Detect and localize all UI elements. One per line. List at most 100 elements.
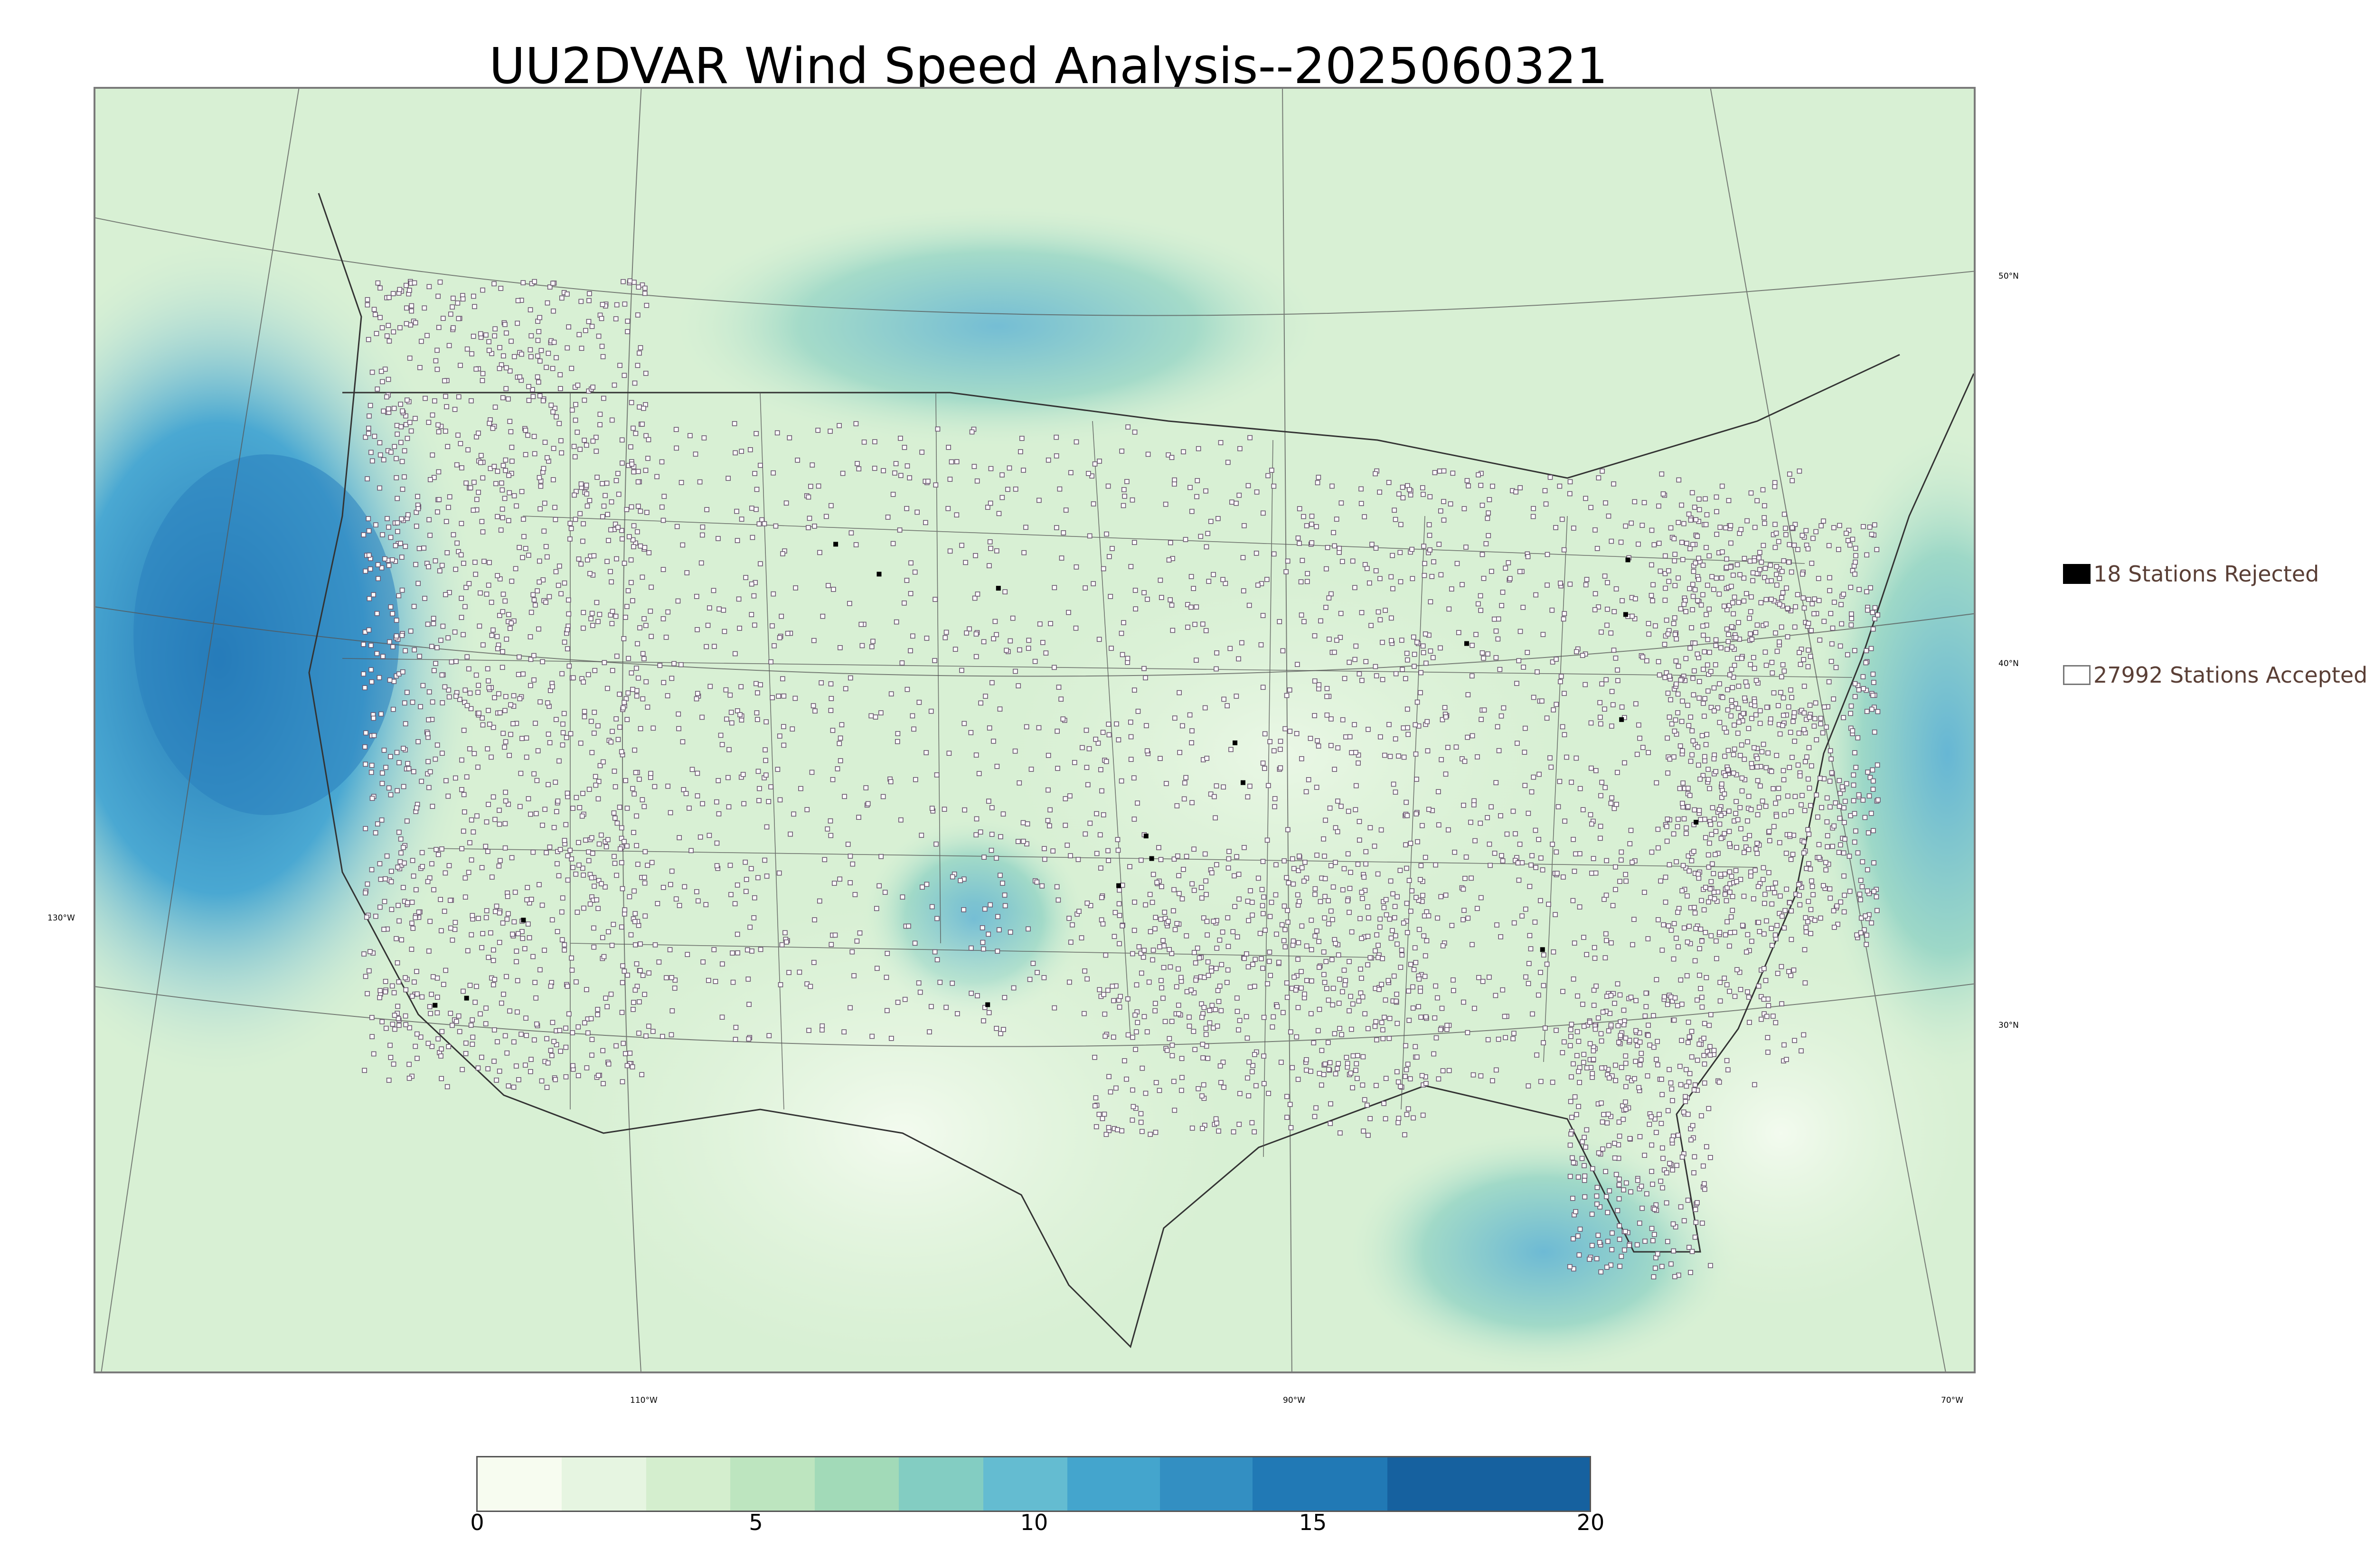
accepted-station-marker (973, 832, 979, 837)
accepted-station-marker (1814, 737, 1819, 742)
accepted-station-marker (572, 492, 577, 498)
accepted-station-marker (1698, 986, 1703, 991)
accepted-station-marker (986, 931, 991, 937)
accepted-station-marker (637, 350, 642, 356)
accepted-station-marker (779, 613, 784, 619)
accepted-station-marker (1749, 716, 1754, 721)
accepted-station-marker (462, 875, 468, 881)
accepted-station-marker (1559, 516, 1565, 522)
accepted-station-marker (514, 959, 519, 965)
accepted-station-marker (999, 495, 1005, 500)
accepted-station-marker (1305, 571, 1310, 576)
accepted-station-marker (531, 433, 537, 439)
accepted-station-marker (568, 526, 574, 531)
accepted-station-marker (1318, 899, 1323, 904)
accepted-station-marker (1379, 1020, 1385, 1025)
accepted-station-marker (1567, 582, 1573, 587)
accepted-station-marker (539, 1078, 545, 1084)
accepted-station-marker (1691, 849, 1696, 854)
accepted-station-marker (1421, 650, 1426, 656)
accepted-station-marker (1812, 716, 1818, 722)
accepted-station-marker (694, 594, 699, 599)
accepted-station-marker (379, 781, 385, 786)
accepted-station-marker (1863, 660, 1869, 666)
accepted-station-marker (624, 717, 630, 722)
accepted-station-marker (431, 621, 436, 626)
accepted-station-marker (600, 302, 605, 307)
accepted-station-marker (1631, 917, 1637, 922)
accepted-station-marker (1665, 817, 1670, 822)
accepted-station-marker (1729, 704, 1735, 709)
accepted-station-marker (975, 993, 980, 998)
accepted-station-marker (1120, 923, 1125, 929)
accepted-station-marker (577, 447, 583, 452)
accepted-station-marker (1322, 980, 1328, 985)
accepted-station-marker (1846, 538, 1851, 543)
accepted-station-marker (1722, 791, 1727, 797)
accepted-station-marker (1369, 542, 1375, 547)
accepted-station-marker (523, 1015, 528, 1021)
accepted-station-marker (1498, 934, 1503, 939)
wind-speed-map[interactable] (94, 87, 1976, 1373)
accepted-station-marker (1611, 609, 1617, 614)
accepted-station-marker (377, 995, 383, 1000)
accepted-station-marker (726, 804, 732, 809)
accepted-station-marker (1823, 867, 1828, 873)
accepted-station-marker (1575, 993, 1580, 999)
accepted-station-marker (1737, 572, 1743, 577)
accepted-station-marker (711, 947, 717, 952)
accepted-station-marker (1497, 667, 1503, 672)
accepted-station-marker (1443, 714, 1449, 720)
accepted-station-marker (1715, 899, 1720, 904)
accepted-station-marker (394, 633, 399, 638)
accepted-station-marker (1403, 1043, 1408, 1049)
accepted-station-marker (1272, 748, 1277, 753)
accepted-station-marker (1640, 654, 1646, 660)
accepted-station-marker (775, 767, 781, 772)
accepted-station-marker (1515, 860, 1521, 865)
accepted-station-marker (1411, 1115, 1416, 1121)
accepted-station-marker (1707, 886, 1713, 892)
accepted-station-marker (457, 1029, 462, 1034)
accepted-station-marker (470, 1042, 475, 1047)
accepted-station-marker (1656, 917, 1661, 922)
accepted-station-marker (1597, 700, 1602, 705)
accepted-station-marker (435, 422, 441, 428)
accepted-station-marker (642, 849, 648, 854)
accepted-station-marker (1138, 1111, 1144, 1117)
accepted-station-marker (1140, 1065, 1145, 1071)
accepted-station-marker (1423, 854, 1428, 860)
accepted-station-marker (1304, 1067, 1309, 1073)
accepted-station-marker (507, 626, 513, 631)
accepted-station-marker (1105, 483, 1111, 489)
accepted-station-marker (1192, 621, 1197, 627)
accepted-station-marker (878, 854, 884, 859)
accepted-station-marker (1356, 752, 1361, 758)
accepted-station-marker (1054, 525, 1059, 530)
accepted-station-marker (1672, 558, 1677, 563)
accepted-station-marker (1703, 496, 1708, 502)
accepted-station-marker (967, 626, 972, 632)
accepted-station-marker (514, 948, 519, 954)
accepted-station-marker (641, 616, 647, 621)
accepted-station-marker (1376, 986, 1382, 992)
accepted-station-marker (1340, 887, 1346, 892)
accepted-station-marker (1780, 695, 1786, 701)
accepted-station-marker (620, 886, 625, 892)
accepted-station-marker (852, 892, 858, 897)
accepted-station-marker (446, 343, 452, 348)
accepted-station-marker (480, 529, 486, 535)
accepted-station-marker (391, 329, 396, 335)
accepted-station-marker (563, 1044, 569, 1050)
accepted-station-marker (570, 806, 575, 811)
accepted-station-marker (583, 328, 588, 333)
accepted-station-marker (1573, 851, 1578, 857)
accepted-station-marker (1683, 1099, 1688, 1104)
accepted-station-marker (1533, 827, 1538, 833)
accepted-station-marker (1106, 1074, 1112, 1080)
accepted-station-marker (1400, 495, 1406, 501)
accepted-station-marker (1269, 900, 1274, 905)
accepted-station-marker (1580, 1139, 1585, 1145)
accepted-station-marker (1754, 841, 1760, 846)
accepted-station-marker (1802, 980, 1808, 986)
